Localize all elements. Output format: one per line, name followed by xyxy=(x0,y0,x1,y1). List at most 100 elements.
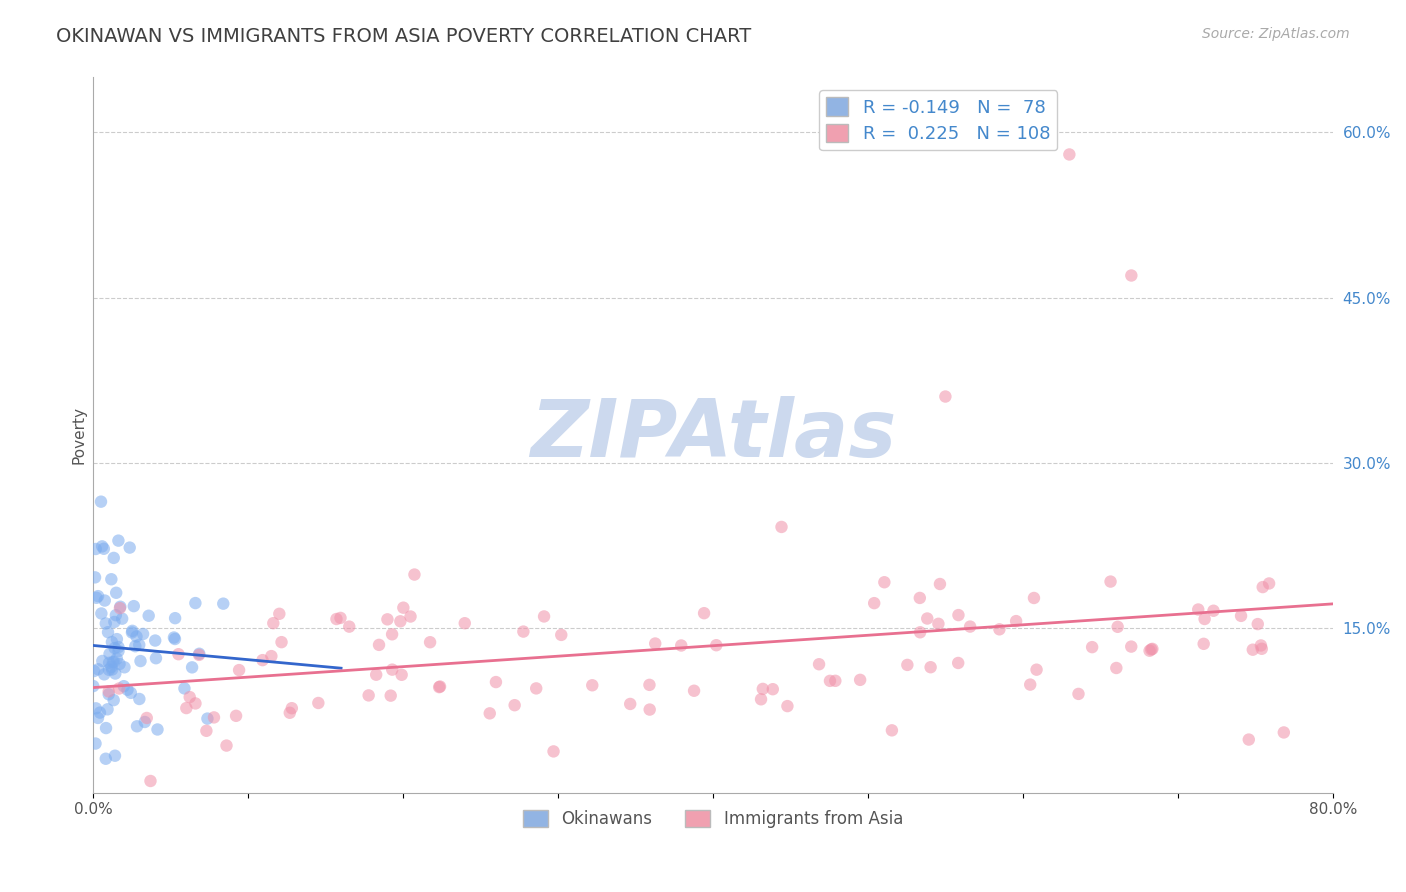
Point xyxy=(105,586,128,600)
Point xyxy=(638,702,661,716)
Point xyxy=(125,630,148,644)
Point xyxy=(1140,642,1163,657)
Point xyxy=(107,640,129,655)
Point xyxy=(83,664,105,678)
Point xyxy=(87,711,110,725)
Point xyxy=(100,660,122,674)
Point xyxy=(252,653,274,667)
Point xyxy=(693,606,716,620)
Point xyxy=(948,656,970,670)
Point xyxy=(1192,637,1215,651)
Point xyxy=(948,608,970,623)
Point xyxy=(121,625,143,640)
Point xyxy=(173,681,195,696)
Point xyxy=(1230,608,1253,623)
Point xyxy=(824,673,846,688)
Point xyxy=(108,601,131,615)
Point xyxy=(269,607,291,621)
Point xyxy=(101,663,124,677)
Point xyxy=(1019,677,1042,691)
Point xyxy=(381,627,404,641)
Point xyxy=(163,631,186,645)
Point xyxy=(752,681,775,696)
Point xyxy=(146,723,169,737)
Point xyxy=(581,678,603,692)
Point xyxy=(1025,663,1047,677)
Point xyxy=(91,654,114,668)
Point xyxy=(97,687,120,701)
Point xyxy=(134,714,156,729)
Point xyxy=(934,390,956,404)
Point xyxy=(212,597,235,611)
Point xyxy=(108,681,131,696)
Point xyxy=(94,593,117,607)
Point xyxy=(181,660,204,674)
Point xyxy=(849,673,872,687)
Point xyxy=(329,611,352,625)
Point xyxy=(1241,642,1264,657)
Point xyxy=(1059,147,1081,161)
Point xyxy=(307,696,329,710)
Point xyxy=(176,701,198,715)
Point xyxy=(128,692,150,706)
Point xyxy=(117,682,139,697)
Point xyxy=(139,774,162,789)
Point xyxy=(1121,640,1143,654)
Point xyxy=(377,612,399,626)
Point xyxy=(90,607,112,621)
Point xyxy=(1187,602,1209,616)
Point xyxy=(129,654,152,668)
Point xyxy=(929,577,952,591)
Point xyxy=(125,719,148,733)
Point xyxy=(1202,604,1225,618)
Point xyxy=(1250,641,1272,656)
Point xyxy=(1005,614,1028,628)
Point xyxy=(138,608,160,623)
Point xyxy=(87,662,110,676)
Point xyxy=(770,520,793,534)
Point xyxy=(427,680,450,694)
Point xyxy=(91,540,114,554)
Point xyxy=(121,624,143,638)
Point xyxy=(1105,661,1128,675)
Point xyxy=(550,628,572,642)
Point xyxy=(818,673,841,688)
Point xyxy=(101,635,124,649)
Point xyxy=(135,711,157,725)
Point xyxy=(863,596,886,610)
Point xyxy=(93,667,115,681)
Point xyxy=(118,541,141,555)
Point xyxy=(503,698,526,713)
Point xyxy=(749,692,772,706)
Point xyxy=(454,616,477,631)
Point xyxy=(1022,591,1045,605)
Point xyxy=(97,625,120,640)
Point xyxy=(184,596,207,610)
Point xyxy=(281,701,304,715)
Point xyxy=(1142,641,1164,656)
Point xyxy=(184,697,207,711)
Point xyxy=(195,723,218,738)
Point xyxy=(262,616,284,631)
Point xyxy=(104,608,127,623)
Point xyxy=(638,678,661,692)
Point xyxy=(101,655,124,669)
Point xyxy=(391,668,413,682)
Point xyxy=(84,701,107,715)
Point xyxy=(103,615,125,629)
Point xyxy=(202,710,225,724)
Point xyxy=(683,683,706,698)
Point xyxy=(671,639,693,653)
Point xyxy=(108,657,131,671)
Point xyxy=(1099,574,1122,589)
Point xyxy=(1194,612,1216,626)
Point xyxy=(1139,644,1161,658)
Point xyxy=(97,663,120,677)
Point xyxy=(959,619,981,633)
Point xyxy=(112,679,135,693)
Point xyxy=(533,609,555,624)
Point xyxy=(337,620,360,634)
Point xyxy=(366,667,388,681)
Point xyxy=(84,737,107,751)
Point xyxy=(145,651,167,665)
